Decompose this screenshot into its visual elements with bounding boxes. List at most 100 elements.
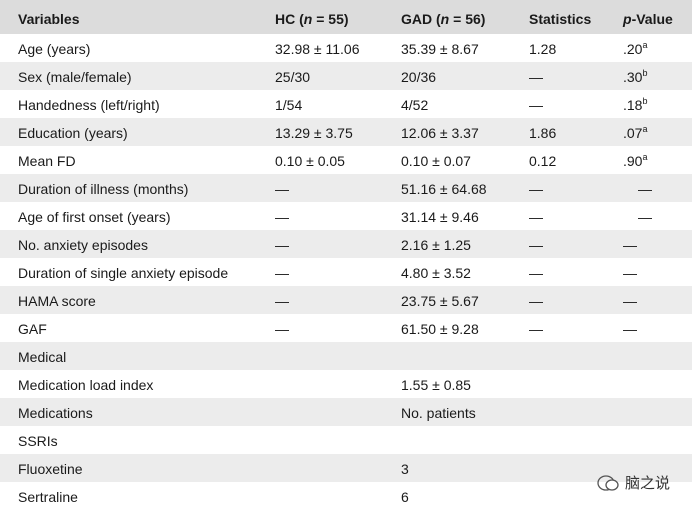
header-text: Statistics	[529, 11, 591, 27]
table-cell: 20/36	[401, 62, 436, 92]
table-cell: .90a	[623, 146, 647, 176]
table-row: Medical	[0, 342, 692, 370]
table-cell: —	[275, 202, 289, 232]
cell-text: .20	[623, 41, 642, 57]
header-cell: HC (n = 55)	[275, 0, 349, 38]
table-cell: —	[638, 174, 652, 204]
table-cell: —	[529, 202, 543, 232]
table-row: Age of first onset (years) — 31.14 ± 9.46 —…	[0, 202, 692, 230]
table-cell: 1.55 ± 0.85	[401, 370, 471, 400]
header-text: Variables	[18, 11, 80, 27]
table-cell: 32.98 ± 11.06	[275, 34, 360, 64]
table-cell: —	[638, 202, 652, 232]
table-cell: Medications	[18, 398, 93, 428]
table-cell: 31.14 ± 9.46	[401, 202, 479, 232]
table-cell: 0.12	[529, 146, 556, 176]
table-cell: —	[623, 258, 637, 288]
table-cell: —	[529, 174, 543, 204]
table-cell: 51.16 ± 64.68	[401, 174, 487, 204]
table-row: No. anxiety episodes—2.16 ± 1.25——	[0, 230, 692, 258]
table-cell: —	[529, 314, 543, 344]
table-cell: GAF	[18, 314, 47, 344]
table-cell: —	[529, 258, 543, 288]
table-cell: 23.75 ± 5.67	[401, 286, 479, 316]
header-text: HC (	[275, 11, 304, 27]
header-cell: GAD (n = 56)	[401, 0, 485, 38]
table-cell: .20a	[623, 34, 647, 64]
table-cell: .30b	[623, 62, 647, 92]
table-cell: 2.16 ± 1.25	[401, 230, 471, 260]
watermark-icon	[597, 474, 619, 492]
table-cell: —	[275, 174, 289, 204]
header-text: -Value	[632, 11, 673, 27]
cell-text: .90	[623, 153, 642, 169]
table-cell: .07a	[623, 118, 647, 148]
table-cell: .18b	[623, 90, 647, 120]
table-row: Duration of illness (months) — 51.16 ± 64.…	[0, 174, 692, 202]
header-text: = 55)	[312, 11, 348, 27]
table-cell: Age of first onset (years)	[18, 202, 171, 232]
table-cell: 12.06 ± 3.37	[401, 118, 479, 148]
table-cell: 3	[401, 454, 409, 484]
table-row: Duration of single anxiety episode—4.80 …	[0, 258, 692, 286]
table-cell: —	[529, 62, 543, 92]
table-row: Fluoxetine 3	[0, 454, 692, 482]
table-cell: —	[275, 286, 289, 316]
table-cell: Medication load index	[18, 370, 153, 400]
table-row: Age (years) 32.98 ± 11.06 35.39 ± 8.67 1.28…	[0, 34, 692, 62]
header-text: p	[623, 11, 632, 27]
table-row: HAMA score—23.75 ± 5.67——	[0, 286, 692, 314]
table-cell: 1/54	[275, 90, 302, 120]
table-row: Medication load index 1.55 ± 0.85	[0, 370, 692, 398]
table-cell: 4.80 ± 3.52	[401, 258, 471, 288]
table-row: Sex (male/female) 25/30 20/36 — .30b	[0, 62, 692, 90]
table-row: Medications No. patients	[0, 398, 692, 426]
superscript: a	[642, 152, 647, 162]
table-cell: —	[529, 286, 543, 316]
table-cell: Mean FD	[18, 146, 76, 176]
header-text: = 56)	[449, 11, 485, 27]
table-cell: Sex (male/female)	[18, 62, 132, 92]
table-row: Mean FD 0.10 ± 0.05 0.10 ± 0.07 0.12 .90a	[0, 146, 692, 174]
superscript: a	[642, 40, 647, 50]
table-cell: 61.50 ± 9.28	[401, 314, 479, 344]
table-cell: 1.28	[529, 34, 556, 64]
table-cell: 0.10 ± 0.07	[401, 146, 471, 176]
table-cell: —	[275, 230, 289, 260]
table-cell: —	[623, 314, 637, 344]
header-text: GAD (	[401, 11, 441, 27]
table-cell: —	[275, 258, 289, 288]
table-cell: Duration of illness (months)	[18, 174, 188, 204]
table-cell: Sertraline	[18, 482, 78, 512]
table-cell: —	[623, 230, 637, 260]
watermark: 脑之说	[597, 472, 670, 493]
table-cell: 0.10 ± 0.05	[275, 146, 345, 176]
header-cell: p-Value	[623, 0, 673, 38]
table-row: GAF — 61.50 ± 9.28 — —	[0, 314, 692, 342]
table-cell: 35.39 ± 8.67	[401, 34, 479, 64]
table-cell: SSRIs	[18, 426, 58, 456]
superscript: b	[642, 68, 647, 78]
table-row: Sertraline 6	[0, 482, 692, 510]
table-cell: 4/52	[401, 90, 428, 120]
table-cell: 25/30	[275, 62, 310, 92]
table-cell: 6	[401, 482, 409, 512]
cell-text: .07	[623, 125, 642, 141]
table-cell: Age (years)	[18, 34, 90, 64]
table-cell: Fluoxetine	[18, 454, 83, 484]
table-cell: HAMA score	[18, 286, 96, 316]
table-cell: No. anxiety episodes	[18, 230, 148, 260]
superscript: a	[642, 124, 647, 134]
cell-text: .30	[623, 69, 642, 85]
table-cell: 13.29 ± 3.75	[275, 118, 353, 148]
table-cell: No. patients	[401, 398, 476, 428]
cell-text: .18	[623, 97, 642, 113]
table-cell: Medical	[18, 342, 66, 372]
table-row: SSRIs	[0, 426, 692, 454]
table-cell: 1.86	[529, 118, 556, 148]
table-cell: —	[275, 314, 289, 344]
